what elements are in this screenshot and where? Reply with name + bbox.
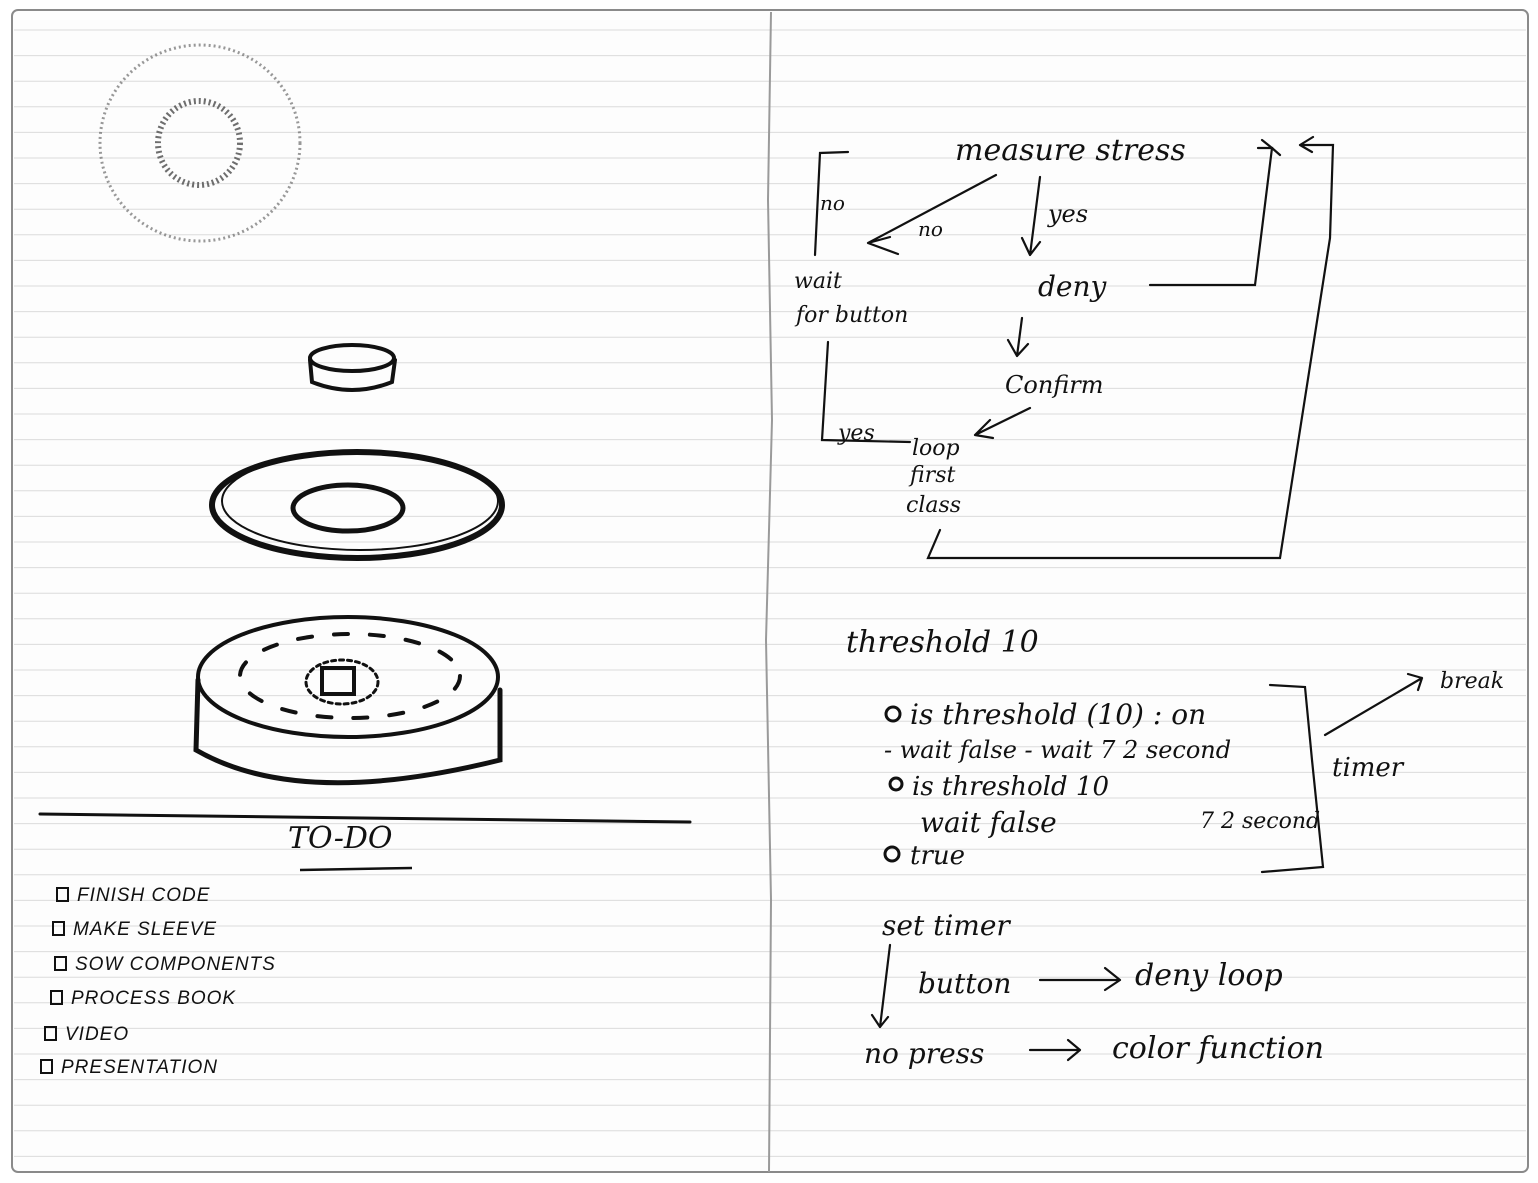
color-function-label: color function: [1112, 1031, 1324, 1066]
todo-item-label: FINISH CODE: [77, 885, 211, 906]
first-label: first: [908, 463, 955, 488]
button-label: button: [918, 967, 1011, 1000]
threshold-labels: threshold 10 is threshold (10) : on - wa…: [846, 625, 1504, 871]
threshold-line-2: - wait false - wait 7 2 second: [884, 736, 1231, 764]
checkbox-icon: [52, 921, 65, 936]
class-label: class: [906, 493, 961, 518]
todo-item-label: PROCESS BOOK: [71, 988, 237, 1009]
todo-item: SOW COMPONENTS: [54, 955, 276, 974]
checkbox-icon: [44, 1026, 57, 1041]
todo-item: PROCESS BOOK: [50, 989, 236, 1008]
loop-label: loop: [912, 436, 960, 461]
timer-label: timer: [1332, 753, 1405, 783]
break-label: break: [1440, 669, 1504, 694]
yes-down-label: yes: [1047, 200, 1088, 228]
deny-label: deny: [1038, 270, 1108, 303]
confirm-label: Confirm: [1005, 371, 1104, 399]
device-sketch: [38, 343, 692, 824]
todo-item: MAKE SLEEVE: [52, 920, 217, 939]
notebook-spine: [764, 11, 774, 1173]
yes-bottom-label: yes: [837, 421, 875, 446]
checkbox-icon: [56, 887, 69, 902]
threshold-line-4-right: 7 2 second: [1200, 809, 1320, 834]
checkbox-icon: [54, 956, 67, 971]
deny-loop-label: deny loop: [1135, 958, 1283, 993]
no-diagonal-label: no: [918, 217, 943, 241]
timer-labels: set timer button deny loop no press colo…: [864, 909, 1324, 1070]
todo-item-label: MAKE SLEEVE: [73, 919, 218, 940]
wait-label: wait: [794, 269, 842, 294]
flowchart-labels: measure stress no no yes wait for button…: [794, 133, 1186, 518]
threshold-line-3: is threshold 10: [912, 772, 1109, 802]
no-left-label: no: [820, 191, 845, 215]
threshold-bracket: [1260, 672, 1424, 874]
bullet-icons: [883, 705, 904, 863]
coffee-ring-stain: [98, 43, 302, 243]
for-button-label: for button: [794, 303, 908, 328]
todo-item-label: SOW COMPONENTS: [75, 954, 276, 975]
todo-title: TO-DO: [288, 821, 393, 856]
todo-item: FINISH CODE: [56, 886, 210, 905]
flowchart-lines: [813, 135, 1335, 560]
set-timer-label: set timer: [882, 909, 1011, 942]
threshold-line-4: wait false: [920, 806, 1057, 839]
todo-item-label: VIDEO: [65, 1024, 130, 1045]
todo-item-label: PRESENTATION: [61, 1057, 218, 1078]
todo-title-group: TO-DO: [288, 821, 413, 872]
threshold-line-5: true: [910, 841, 965, 871]
todo-item: VIDEO: [44, 1025, 129, 1044]
checkbox-icon: [50, 990, 63, 1005]
no-press-label: no press: [864, 1037, 984, 1070]
checkbox-icon: [40, 1059, 53, 1074]
todo-item: PRESENTATION: [40, 1058, 218, 1077]
measure-stress-label: measure stress: [955, 133, 1186, 168]
timer-arrows: [870, 943, 1122, 1062]
threshold-label: threshold 10: [846, 625, 1039, 660]
threshold-line-1: is threshold (10) : on: [910, 698, 1206, 731]
